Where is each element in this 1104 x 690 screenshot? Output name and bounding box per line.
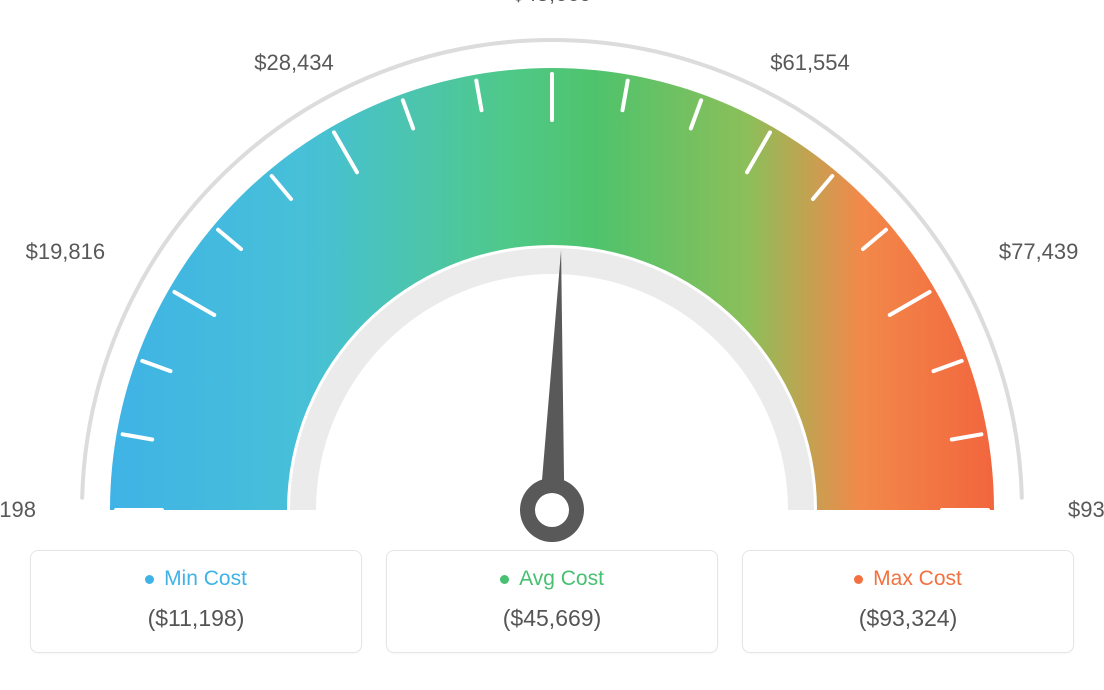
legend-max-value: ($93,324) <box>753 605 1063 632</box>
legend-min-title: Min Cost <box>164 567 247 591</box>
legend-avg-title: Avg Cost <box>519 567 604 591</box>
legend-avg: Avg Cost ($45,669) <box>386 550 718 653</box>
gauge-svg: $11,198 $19,816 $28,434 $45,669 $61,554 $77,4… <box>0 0 1104 560</box>
gauge-needle <box>542 250 564 480</box>
legend-avg-dot <box>500 575 509 584</box>
legend-row: Min Cost ($11,198) Avg Cost ($45,669) Ma… <box>0 550 1104 653</box>
legend-max-dot <box>854 575 863 584</box>
gauge-chart: $11,198 $19,816 $28,434 $45,669 $61,554 $77,4… <box>0 0 1104 550</box>
legend-min-title-wrap: Min Cost <box>145 567 247 591</box>
legend-max: Max Cost ($93,324) <box>742 550 1074 653</box>
legend-min-value: ($11,198) <box>41 605 351 632</box>
gauge-tick-label: $93,324 <box>1068 497 1104 522</box>
legend-min: Min Cost ($11,198) <box>30 550 362 653</box>
gauge-tick-label: $77,439 <box>999 239 1079 264</box>
legend-avg-title-wrap: Avg Cost <box>500 567 604 591</box>
gauge-tick-label: $28,434 <box>254 50 334 75</box>
legend-avg-value: ($45,669) <box>397 605 707 632</box>
gauge-tick-label: $61,554 <box>770 50 850 75</box>
legend-min-dot <box>145 575 154 584</box>
gauge-tick-label: $11,198 <box>0 497 36 522</box>
legend-max-title: Max Cost <box>873 567 962 591</box>
legend-max-title-wrap: Max Cost <box>854 567 962 591</box>
gauge-tick-label: $45,669 <box>512 0 592 6</box>
gauge-hub-hole <box>535 493 569 527</box>
gauge-tick-label: $19,816 <box>26 239 106 264</box>
